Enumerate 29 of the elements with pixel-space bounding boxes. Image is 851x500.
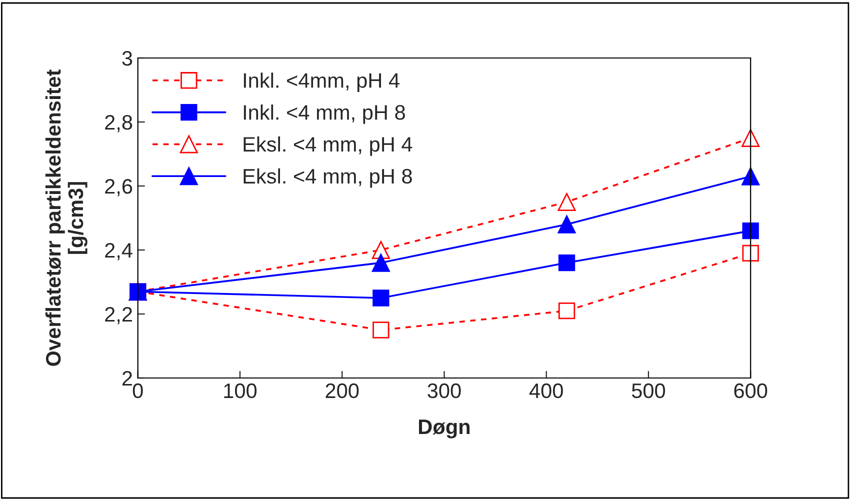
y-axis-title: Overflatetørr partikkeldensitet [g/cm3] (45, 69, 88, 366)
x-tick-label: 0 (132, 383, 143, 398)
legend-label: Eksl. <4 mm, pH 8 (244, 168, 412, 188)
x-tick-label: 200 (326, 383, 359, 398)
x-tick-label: 300 (428, 383, 461, 398)
point (558, 215, 576, 234)
legend-label: Inkl. <4mm, pH 4 (244, 72, 400, 92)
x-tick-label: 100 (224, 383, 257, 398)
point (742, 244, 759, 262)
y-tick-label: 3 (122, 51, 132, 66)
point (372, 290, 390, 306)
point (742, 222, 759, 240)
x-tick-label: 600 (734, 383, 768, 398)
legend-label: Inkl. <4 mm, pH 8 (244, 104, 405, 124)
point (742, 167, 760, 186)
point (558, 302, 576, 320)
y-tick-label: 2,2 (105, 307, 132, 324)
legend-label: Eksl. <4 mm, pH 4 (244, 136, 412, 156)
point (372, 254, 390, 272)
point (558, 254, 576, 272)
y-tick-label: 2,6 (105, 179, 132, 196)
y-tick-label: 2,8 (105, 115, 132, 132)
x-tick-label: 500 (632, 383, 666, 398)
y-tick-label: 2 (122, 371, 132, 386)
point (372, 322, 390, 338)
y-tick-label: 2,4 (105, 243, 132, 260)
point (558, 192, 576, 212)
x-tick-label: 400 (529, 383, 563, 398)
x-axis-title: Døgn (419, 420, 470, 438)
